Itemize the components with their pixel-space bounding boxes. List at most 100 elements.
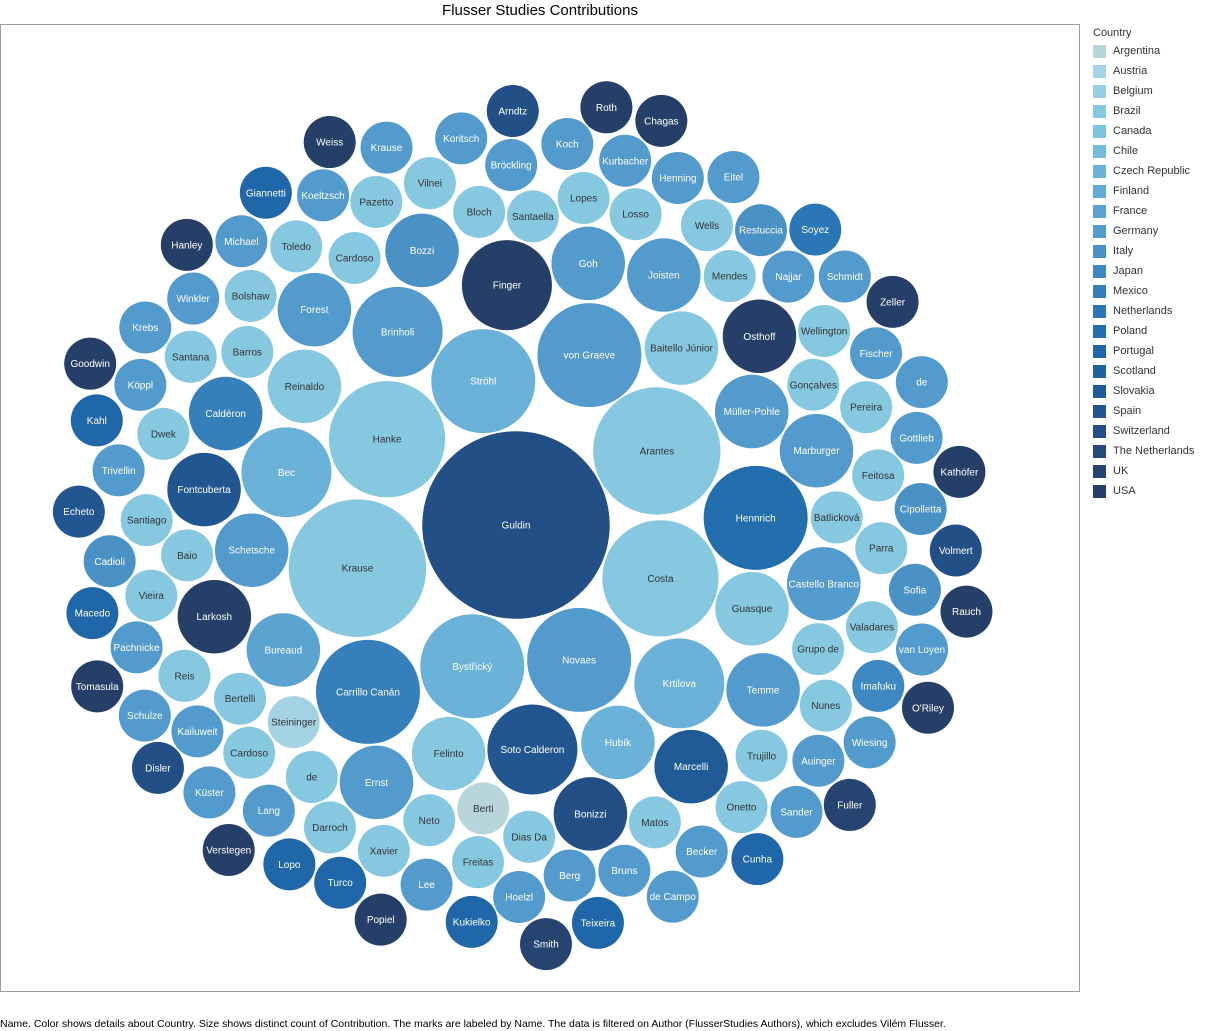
legend-item[interactable]: Czech Republic bbox=[1093, 161, 1229, 181]
bubble-mark[interactable] bbox=[223, 726, 276, 779]
bubble[interactable]: Bolshaw bbox=[224, 269, 277, 322]
bubble-mark[interactable] bbox=[823, 778, 876, 831]
bubble[interactable]: Gottlieb bbox=[890, 411, 943, 464]
bubble[interactable]: Losso bbox=[609, 188, 662, 241]
bubble[interactable]: Kukielko bbox=[445, 895, 498, 948]
bubble[interactable]: Finger bbox=[461, 240, 552, 331]
bubble[interactable]: Fuller bbox=[823, 778, 876, 831]
bubble[interactable]: Kurbacher bbox=[599, 134, 652, 187]
bubble[interactable]: Gonçalves bbox=[787, 358, 840, 411]
bubble-mark[interactable] bbox=[680, 199, 733, 252]
bubble-mark[interactable] bbox=[352, 286, 443, 377]
bubble-mark[interactable] bbox=[715, 571, 789, 646]
bubble[interactable]: Hennrich bbox=[703, 465, 808, 570]
bubble-mark[interactable] bbox=[852, 659, 905, 712]
bubble[interactable]: Rauch bbox=[940, 585, 993, 638]
bubble[interactable]: Hanley bbox=[160, 218, 213, 271]
bubble[interactable]: Verstegen bbox=[202, 824, 255, 877]
bubble-mark[interactable] bbox=[420, 614, 525, 719]
bubble[interactable]: de bbox=[895, 356, 948, 409]
bubble-mark[interactable] bbox=[177, 579, 252, 654]
bubble-mark[interactable] bbox=[551, 226, 626, 301]
bubble-mark[interactable] bbox=[714, 374, 789, 449]
bubble-mark[interactable] bbox=[580, 81, 633, 134]
bubble-mark[interactable] bbox=[224, 269, 277, 322]
bubble[interactable]: Caldéron bbox=[188, 376, 263, 451]
bubble-mark[interactable] bbox=[557, 171, 610, 224]
bubble-mark[interactable] bbox=[770, 785, 823, 838]
bubble[interactable]: Restuccia bbox=[735, 204, 788, 257]
bubble[interactable]: Krebs bbox=[119, 301, 172, 354]
bubble[interactable]: Carrillo Canán bbox=[315, 639, 420, 744]
bubble-mark[interactable] bbox=[486, 85, 539, 138]
bubble[interactable]: Bec bbox=[241, 427, 332, 518]
bubble-mark[interactable] bbox=[131, 741, 184, 794]
bubble[interactable]: Sofia bbox=[888, 563, 941, 616]
bubble[interactable]: Teixeira bbox=[571, 896, 624, 949]
bubble-mark[interactable] bbox=[792, 623, 845, 676]
bubble-mark[interactable] bbox=[285, 750, 338, 803]
bubble[interactable]: Pachnicke bbox=[110, 621, 163, 674]
legend-item[interactable]: Austria bbox=[1093, 61, 1229, 81]
bubble-mark[interactable] bbox=[120, 494, 173, 547]
bubble-mark[interactable] bbox=[715, 781, 768, 834]
bubble-mark[interactable] bbox=[202, 824, 255, 877]
bubble-mark[interactable] bbox=[422, 431, 610, 619]
bubble[interactable]: Grupo de bbox=[792, 623, 845, 676]
bubble-mark[interactable] bbox=[83, 535, 136, 588]
bubble-mark[interactable] bbox=[843, 716, 896, 769]
bubble[interactable]: Costa bbox=[602, 520, 719, 637]
legend-item[interactable]: Germany bbox=[1093, 221, 1229, 241]
bubble[interactable]: Xavier bbox=[357, 824, 410, 877]
bubble[interactable]: Baio bbox=[161, 529, 214, 582]
bubble[interactable]: Kathöfer bbox=[933, 445, 986, 498]
bubble[interactable]: Trivellin bbox=[92, 444, 145, 497]
bubble-mark[interactable] bbox=[161, 529, 214, 582]
bubble-mark[interactable] bbox=[722, 299, 797, 374]
bubble-mark[interactable] bbox=[543, 849, 596, 902]
bubble-mark[interactable] bbox=[125, 569, 178, 622]
bubble[interactable]: Lopo bbox=[263, 838, 316, 891]
bubble-mark[interactable] bbox=[646, 870, 699, 923]
bubble[interactable]: Lee bbox=[400, 858, 453, 911]
bubble-mark[interactable] bbox=[270, 220, 323, 273]
legend-item[interactable]: Spain bbox=[1093, 401, 1229, 421]
bubble-mark[interactable] bbox=[609, 188, 662, 241]
bubble-mark[interactable] bbox=[503, 810, 556, 863]
bubble-mark[interactable] bbox=[239, 166, 292, 219]
bubble[interactable]: Toledo bbox=[270, 220, 323, 273]
bubble-mark[interactable] bbox=[188, 376, 263, 451]
bubble[interactable]: Vilnei bbox=[403, 157, 456, 210]
bubble-mark[interactable] bbox=[110, 621, 163, 674]
bubble-mark[interactable] bbox=[602, 520, 719, 637]
bubble-mark[interactable] bbox=[940, 585, 993, 638]
bubble-mark[interactable] bbox=[787, 547, 861, 621]
bubble[interactable]: Santana bbox=[164, 330, 217, 383]
bubble-mark[interactable] bbox=[799, 679, 852, 732]
bubble[interactable]: Bloch bbox=[453, 185, 506, 238]
bubble-mark[interactable] bbox=[164, 330, 217, 383]
legend-item[interactable]: Chile bbox=[1093, 141, 1229, 161]
bubble-mark[interactable] bbox=[818, 250, 871, 303]
bubble-mark[interactable] bbox=[855, 522, 908, 575]
bubble-mark[interactable] bbox=[92, 444, 145, 497]
bubble[interactable]: Krause bbox=[360, 121, 413, 174]
bubble-mark[interactable] bbox=[731, 833, 784, 886]
bubble-mark[interactable] bbox=[929, 524, 982, 577]
bubble[interactable]: Neto bbox=[403, 794, 456, 847]
bubble[interactable]: Bozzi bbox=[385, 213, 459, 288]
bubble-mark[interactable] bbox=[852, 449, 905, 502]
legend-item[interactable]: Japan bbox=[1093, 261, 1229, 281]
bubble-mark[interactable] bbox=[221, 326, 274, 379]
bubble[interactable]: Marcelli bbox=[654, 729, 728, 804]
bubble-mark[interactable] bbox=[845, 601, 898, 654]
bubble[interactable]: Köppl bbox=[114, 358, 167, 411]
bubble-mark[interactable] bbox=[901, 681, 954, 734]
bubble-mark[interactable] bbox=[675, 825, 728, 878]
bubble[interactable]: Hubík bbox=[581, 705, 655, 780]
bubble-mark[interactable] bbox=[866, 275, 919, 328]
legend-item[interactable]: Belgium bbox=[1093, 81, 1229, 101]
bubble[interactable]: Berti bbox=[457, 782, 510, 835]
bubble[interactable]: Michael bbox=[215, 215, 268, 268]
bubble[interactable]: Cunha bbox=[731, 833, 784, 886]
